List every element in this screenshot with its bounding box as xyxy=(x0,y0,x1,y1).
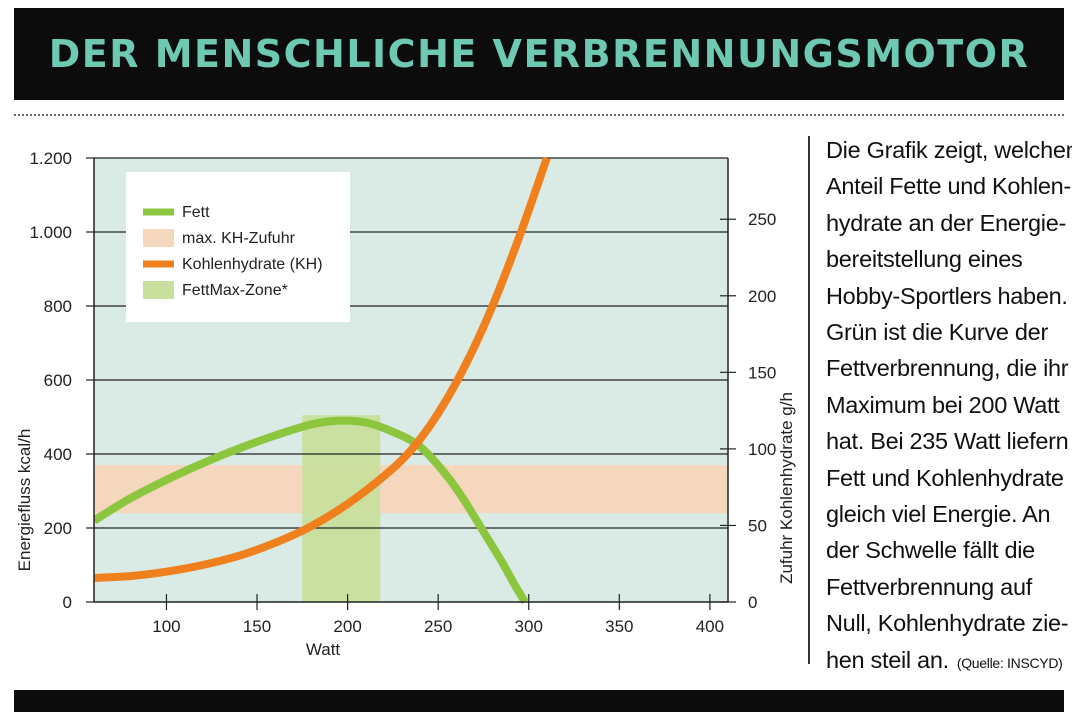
x-tick-label: 200 xyxy=(333,617,361,636)
y2-tick-label: 200 xyxy=(748,287,776,306)
fat-curve xyxy=(94,416,529,605)
description-line: gleich viel Energie. An xyxy=(826,501,1051,528)
description-line: Die Grafik zeigt, welchen xyxy=(826,137,1072,163)
y-tick-label: 1.000 xyxy=(29,223,72,242)
description-line: Grün ist die Kurve der xyxy=(826,319,1048,346)
description-line: bereitstellung eines xyxy=(826,246,1023,273)
description-line: Fettverbrennung auf xyxy=(826,573,1032,600)
description-line: Fettverbrennung, die ihr xyxy=(826,355,1069,382)
y-tick-label: 200 xyxy=(44,519,72,538)
dotted-divider xyxy=(14,114,1064,116)
y-tick-label: 600 xyxy=(44,371,72,390)
y2-tick-label: 150 xyxy=(748,363,776,382)
y2-tick-label: 250 xyxy=(748,210,776,229)
vertical-divider xyxy=(808,136,810,664)
description-line: hat. Bei 235 Watt liefern xyxy=(826,428,1069,455)
legend-item-kohlenhydrate-label: Kohlenhydrate (KH) xyxy=(182,256,323,273)
footer-bar xyxy=(14,690,1064,712)
legend-item-fett-label: Fett xyxy=(182,204,210,221)
kh-supply-band xyxy=(94,465,728,514)
legend: Fett max. KH-Zufuhr Kohlenhydrate (KH) Fett… xyxy=(126,172,350,322)
y-tick-label: 0 xyxy=(63,593,72,612)
y-tick-label: 400 xyxy=(44,445,72,464)
description-line: hydrate an der Energie- xyxy=(826,209,1066,236)
x-tick-label: 150 xyxy=(243,617,271,636)
y-tick-label: 1.200 xyxy=(29,149,72,168)
description-line: Hobby-Sportlers haben. xyxy=(826,282,1068,309)
x-tick-label: 100 xyxy=(152,617,180,636)
description-line: hen steil an. (Quelle: INSCYD) xyxy=(826,646,1063,673)
description-line: Anteil Fette und Kohlen- xyxy=(826,173,1071,200)
title-banner: DER MENSCHLICHE VERBRENNUNGSMOTOR xyxy=(14,8,1064,100)
page-title: DER MENSCHLICHE VERBRENNUNGSMOTOR xyxy=(48,32,1030,76)
description-line: Maximum bei 200 Watt xyxy=(826,391,1060,418)
energy-chart: 0 200 400 600 800 1.000 1.200 0 50 100 150 200 250 10… xyxy=(15,149,796,659)
description-line: Fett und Kohlenhydrate xyxy=(826,464,1064,491)
legend-item-fettmax-label: FettMax-Zone* xyxy=(182,282,288,299)
legend-item-kh-zufuhr-swatch xyxy=(143,229,174,247)
description-line: Null, Kohlenhydrate zie- xyxy=(826,610,1069,637)
y2-tick-label: 0 xyxy=(748,593,757,612)
y2-tick-label: 100 xyxy=(748,440,776,459)
x-tick-label: 350 xyxy=(605,617,633,636)
y-tick-label: 800 xyxy=(44,297,72,316)
y2-tick-label: 50 xyxy=(748,516,767,535)
x-tick-label: 300 xyxy=(515,617,543,636)
legend-item-fettmax-swatch xyxy=(143,281,174,299)
legend-item-kh-zufuhr-label: max. KH-Zufuhr xyxy=(182,230,296,247)
x-axis-label: Watt xyxy=(306,640,341,659)
source-note: (Quelle: INSCYD) xyxy=(956,654,1063,671)
x-tick-label: 400 xyxy=(696,617,724,636)
description-line: der Schwelle fällt die xyxy=(826,537,1035,564)
description-text: Die Grafik zeigt, welchen Anteil Fette un… xyxy=(826,132,1072,681)
y2-axis-label: Zufuhr Kohlenhydrate g/h xyxy=(777,392,796,584)
x-tick-label: 250 xyxy=(424,617,452,636)
carb-curve xyxy=(94,156,551,582)
y-axis-label: Energiefluss kcal/h xyxy=(15,429,34,572)
